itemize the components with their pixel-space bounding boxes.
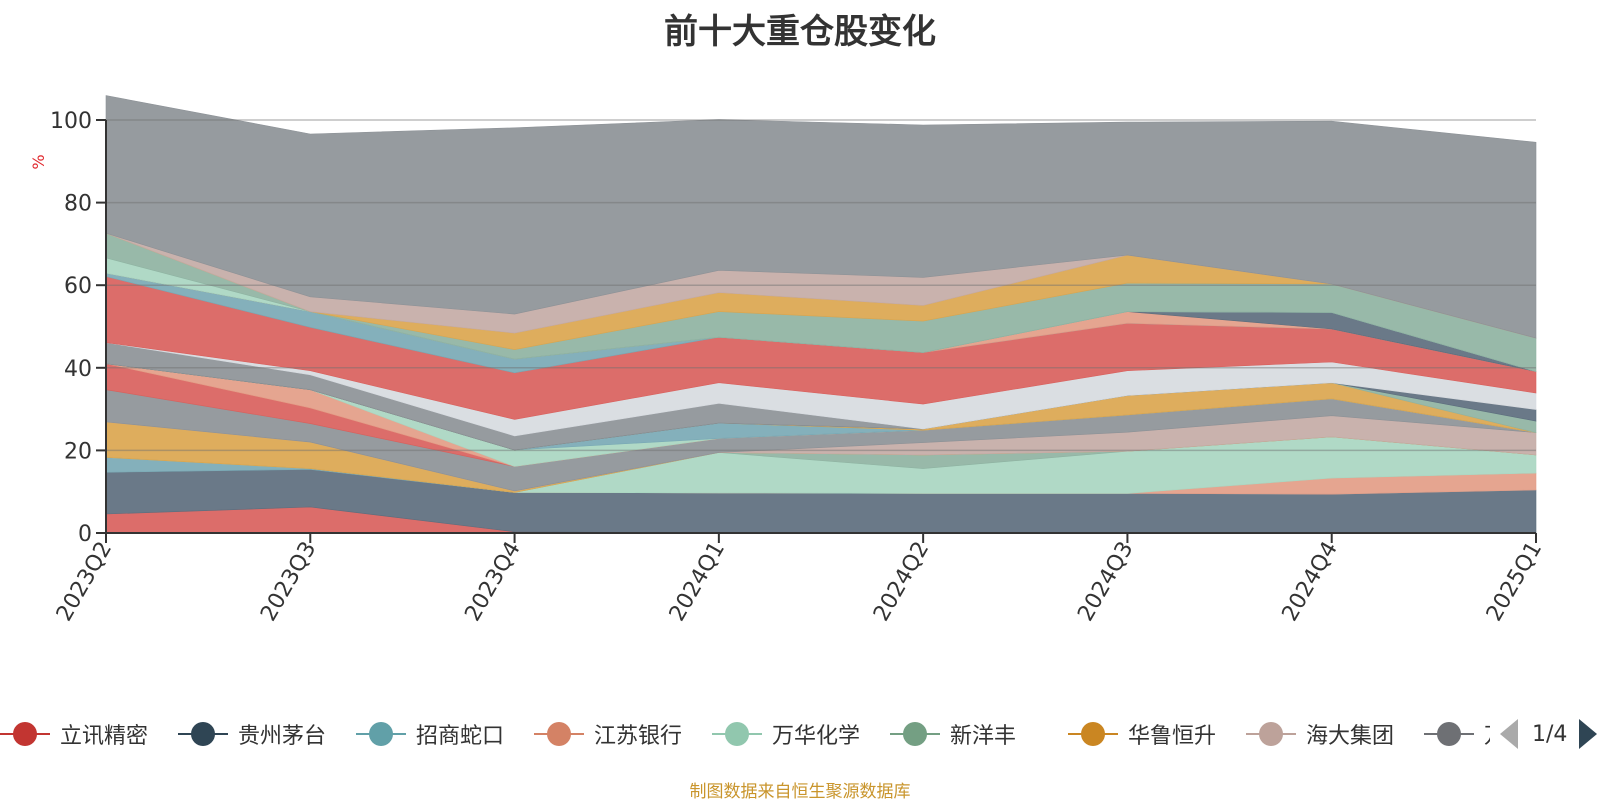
legend-marker-icon [0, 722, 50, 746]
y-tick-label: 20 [64, 439, 92, 464]
x-tick-label: 2024Q1 [665, 538, 730, 626]
legend-prev-icon[interactable] [1500, 719, 1518, 749]
y-axis-label: % [29, 154, 48, 169]
legend-marker-icon [1068, 722, 1118, 746]
data-source-note: 制图数据来自恒生聚源数据库 [689, 782, 911, 802]
x-tick-label: 2023Q3 [256, 538, 321, 626]
chart-title: 前十大重仓股变化 [664, 12, 936, 52]
legend-label: 万华化学 [772, 724, 861, 749]
stacked-area-chart: 0 20 40 60 80 100 2023Q2 2023Q3 2023Q4 2024Q1 2024… [29, 95, 1547, 626]
legend-label: 贵州茅台 [238, 724, 327, 749]
legend-next-icon[interactable] [1579, 719, 1598, 749]
legend-marker-icon [534, 722, 584, 746]
y-tick-label: 80 [64, 192, 92, 217]
legend-marker-icon [178, 722, 228, 746]
legend-marker-icon [712, 722, 762, 746]
legend-marker-icon [890, 722, 940, 746]
legend-pager: 1/4 [1500, 716, 1598, 752]
legend-page-indicator: 1/4 [1532, 721, 1568, 747]
y-tick-label: 0 [78, 522, 92, 547]
x-tick-label: 2023Q4 [460, 538, 525, 626]
legend-item-3[interactable]: 江苏银行 [534, 716, 682, 752]
legend-label: 万 [1484, 718, 1490, 750]
legend-item-1[interactable]: 贵州茅台 [178, 716, 326, 752]
legend-item-5[interactable]: 新洋丰 [890, 716, 1016, 752]
legend-label: 招商蛇口 [416, 724, 505, 749]
area-series-group [105, 95, 1537, 534]
legend-label: 立讯精密 [60, 724, 149, 749]
legend-marker-icon [1424, 722, 1474, 746]
legend-item-0[interactable]: 立讯精密 [0, 716, 148, 752]
area-series-26 [105, 95, 1537, 339]
legend: 立讯精密 贵州茅台 招商蛇口 江苏银行 万华化学 新洋丰 华鲁恒升 海大集团 万 [0, 716, 1490, 752]
x-tick-label: 2024Q3 [1073, 538, 1138, 626]
legend-label: 江苏银行 [594, 724, 683, 749]
y-tick-label: 60 [64, 274, 92, 299]
x-tick-label: 2024Q4 [1278, 538, 1343, 626]
legend-label: 华鲁恒升 [1128, 724, 1217, 749]
x-tick-label: 2023Q2 [52, 538, 117, 626]
grid-lines [106, 119, 1536, 452]
legend-item-8[interactable]: 万 [1424, 716, 1490, 752]
legend-item-4[interactable]: 万华化学 [712, 716, 860, 752]
legend-marker-icon [1246, 722, 1296, 746]
y-tick-label: 100 [50, 109, 92, 134]
legend-item-2[interactable]: 招商蛇口 [356, 716, 504, 752]
legend-item-7[interactable]: 海大集团 [1246, 716, 1394, 752]
x-tick-label: 2025Q1 [1482, 538, 1547, 626]
y-tick-label: 40 [64, 357, 92, 382]
legend-label: 新洋丰 [950, 724, 1017, 749]
legend-label: 海大集团 [1306, 724, 1395, 749]
x-tick-label: 2024Q2 [869, 538, 934, 626]
legend-marker-icon [356, 722, 406, 746]
legend-item-6[interactable]: 华鲁恒升 [1068, 716, 1216, 752]
